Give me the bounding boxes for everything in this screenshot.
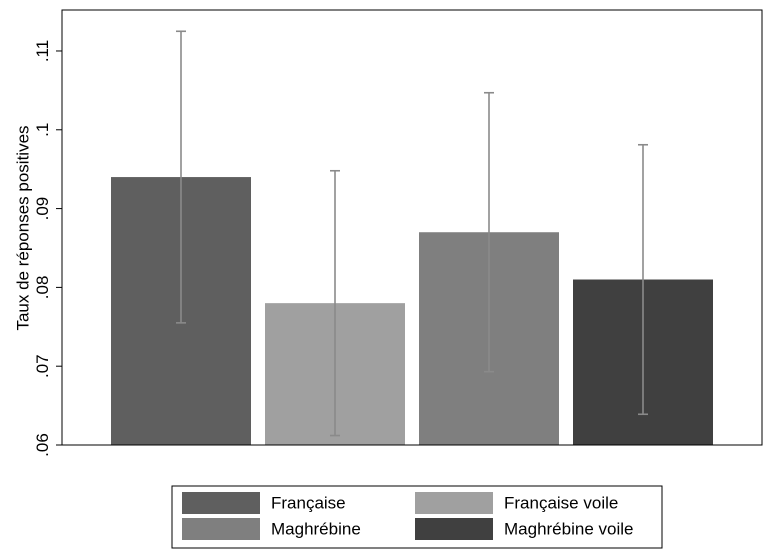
legend-swatch bbox=[415, 492, 493, 514]
error-bar bbox=[484, 91, 494, 373]
legend-swatch bbox=[182, 492, 260, 514]
error-bar bbox=[330, 169, 340, 437]
error-bar bbox=[176, 30, 186, 324]
legend-label: Maghrébine bbox=[271, 519, 361, 538]
legend-label: Française voile bbox=[504, 493, 618, 512]
legend-label: Française bbox=[271, 493, 346, 512]
y-tick-label: .06 bbox=[33, 433, 52, 457]
y-tick-label: .11 bbox=[33, 40, 52, 62]
y-tick-label: .1 bbox=[33, 123, 52, 137]
error-bar bbox=[638, 143, 648, 416]
y-axis-title: Taux de réponses positives bbox=[13, 125, 32, 330]
legend-swatch bbox=[415, 518, 493, 540]
y-tick-label: .07 bbox=[33, 354, 52, 378]
y-tick-label: .09 bbox=[33, 197, 52, 221]
legend-label: Maghrébine voile bbox=[504, 519, 633, 538]
y-tick-label: .08 bbox=[33, 276, 52, 300]
legend-swatch bbox=[182, 518, 260, 540]
